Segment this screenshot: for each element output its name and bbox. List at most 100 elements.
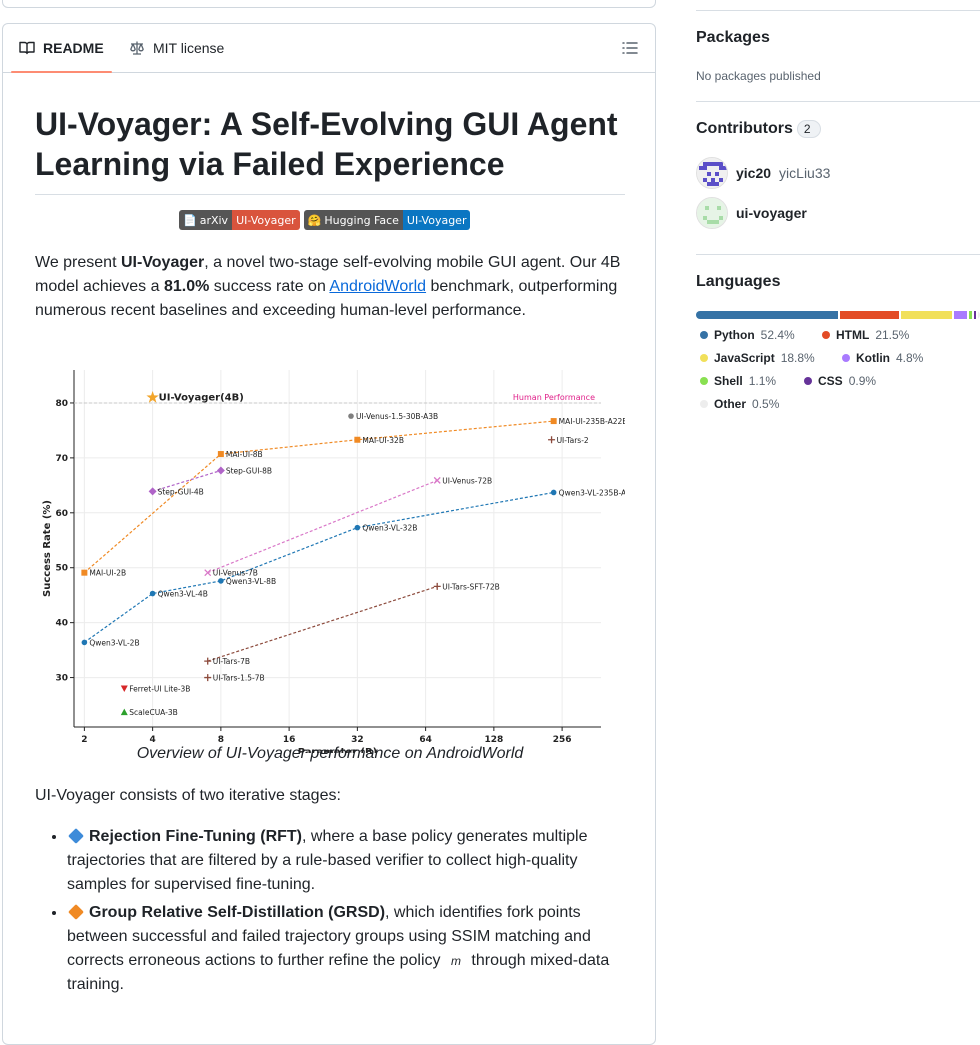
data-point bbox=[146, 390, 159, 403]
data-label: MAI-UI-235B-A22B bbox=[559, 417, 625, 426]
data-label: UI-Tars-1.5-7B bbox=[213, 674, 265, 683]
y-tick-label: 50 bbox=[55, 564, 68, 574]
languages-heading: Languages bbox=[696, 273, 781, 290]
performance-chart: 2 4 8 16 32 64 128 256 30 40 50 60 70 80 Parameter (B)… bbox=[42, 370, 625, 753]
language-name: CSS bbox=[818, 374, 843, 388]
y-axis-label: Success Rate (%) bbox=[42, 500, 53, 597]
data-point bbox=[149, 590, 156, 597]
language-shell[interactable]: Shell 1.1% bbox=[700, 374, 776, 388]
shell-dot bbox=[700, 377, 708, 385]
data-point bbox=[433, 582, 441, 590]
language-html[interactable]: HTML 21.5% bbox=[822, 328, 909, 342]
x-tick-label: 8 bbox=[218, 735, 224, 745]
arxiv-badge[interactable]: 📄 arXiv UI-Voyager bbox=[179, 210, 300, 230]
readme-title: UI-Voyager: A Self-Evolving GUI Agent Le… bbox=[35, 104, 625, 195]
data-label: UI-Venus-72B bbox=[442, 476, 492, 485]
x-tick-label: 128 bbox=[484, 735, 503, 745]
readme-tabbar: README MIT license bbox=[3, 24, 655, 73]
orange-diamond-icon bbox=[68, 904, 84, 920]
list-item: Rejection Fine-Tuning (RFT), where a bas… bbox=[67, 825, 627, 897]
data-label: Qwen3-VL-8B bbox=[226, 577, 276, 586]
y-tick-label: 30 bbox=[55, 674, 68, 684]
language-bar-segment bbox=[840, 311, 899, 319]
data-label: Qwen3-VL-32B bbox=[362, 524, 417, 533]
x-tick-label: 64 bbox=[419, 735, 432, 745]
androidworld-link[interactable]: AndroidWorld bbox=[329, 278, 427, 295]
hugging-face-badge[interactable]: 🤗 Hugging Face UI-Voyager bbox=[303, 210, 471, 230]
divider bbox=[696, 101, 980, 102]
language-name: Shell bbox=[714, 374, 743, 388]
language-kotlin[interactable]: Kotlin 4.8% bbox=[842, 351, 923, 365]
data-point bbox=[204, 657, 212, 665]
packages-heading[interactable]: Packages bbox=[696, 29, 770, 46]
language-bar-segment bbox=[696, 311, 839, 319]
x-tick-label: 16 bbox=[283, 735, 296, 745]
language-pct: 52.4% bbox=[760, 328, 795, 342]
data-point bbox=[218, 578, 224, 584]
human-performance-label: Human Performance bbox=[513, 393, 595, 402]
language-pct: 4.8% bbox=[896, 351, 924, 365]
tab-readme-label: README bbox=[43, 40, 104, 56]
data-point bbox=[217, 451, 224, 458]
contributors-title: Contributors bbox=[696, 120, 793, 137]
data-label: Ferret-UI Lite-3B bbox=[129, 685, 190, 694]
language-pct: 1.1% bbox=[748, 374, 777, 388]
data-point bbox=[550, 418, 557, 425]
other-dot bbox=[700, 400, 708, 408]
data-label: Step-GUI-8B bbox=[226, 467, 272, 476]
data-point bbox=[120, 708, 128, 716]
tab-readme[interactable]: README bbox=[11, 24, 112, 73]
policy-math-symbol: m bbox=[450, 954, 461, 968]
chart-caption: Overview of UI-Voyager performance on An… bbox=[136, 745, 524, 762]
outline-list-icon[interactable] bbox=[621, 39, 639, 57]
data-label: MAI-UI-32B bbox=[362, 436, 404, 445]
language-name: Kotlin bbox=[856, 351, 890, 365]
data-point bbox=[120, 685, 128, 693]
contributors-count: 2 bbox=[796, 120, 821, 138]
hugging-face-badge-left-text: Hugging Face bbox=[324, 213, 399, 227]
language-css[interactable]: CSS 0.9% bbox=[804, 374, 876, 388]
x-tick-label: 32 bbox=[351, 735, 364, 745]
x-axis-label: Parameter (B) bbox=[298, 747, 377, 753]
series-line bbox=[207, 585, 438, 662]
data-label: Qwen3-VL-2B bbox=[89, 638, 139, 647]
x-tick-label: 2 bbox=[81, 735, 87, 745]
contributor-yic20[interactable]: yic20 yicLiu33 bbox=[696, 157, 830, 189]
data-label: UI-Tars-SFT-72B bbox=[442, 582, 500, 591]
series-line bbox=[83, 420, 554, 574]
data-label: Qwen3-VL-4B bbox=[158, 590, 208, 599]
data-point bbox=[550, 489, 557, 496]
stages-intro: UI-Voyager consists of two iterative sta… bbox=[35, 787, 341, 804]
stage-2-text-end: through mixed-data training. bbox=[67, 952, 610, 993]
arxiv-badge-left: 📄 arXiv bbox=[179, 210, 233, 230]
series-line bbox=[207, 479, 438, 574]
data-point bbox=[148, 487, 157, 496]
data-point bbox=[204, 569, 212, 577]
data-point bbox=[354, 436, 361, 443]
intro-bold-rate: 81.0% bbox=[163, 278, 210, 295]
data-point bbox=[433, 476, 441, 484]
tab-license[interactable]: MIT license bbox=[129, 24, 224, 72]
data-label: MAI-UI-2B bbox=[89, 569, 126, 578]
avatar bbox=[696, 197, 728, 229]
data-label: UI-Venus-1.5-30B-A3B bbox=[356, 412, 438, 421]
divider bbox=[696, 10, 980, 11]
language-python[interactable]: Python 52.4% bbox=[700, 328, 795, 342]
data-label: ScaleCUA-3B bbox=[129, 708, 178, 717]
divider bbox=[696, 254, 980, 255]
language-bar-segment bbox=[978, 311, 980, 319]
language-bar-segment bbox=[968, 311, 972, 319]
language-bar-segment bbox=[953, 311, 967, 319]
contributors-heading[interactable]: Contributors 2 bbox=[696, 120, 821, 138]
kotlin-dot bbox=[842, 354, 850, 362]
language-name: Python bbox=[714, 328, 755, 342]
intro-text-4: benchmark, outperforming numerous recent… bbox=[35, 278, 618, 319]
contributor-ui-voyager[interactable]: ui-voyager bbox=[696, 197, 807, 229]
y-tick-label: 60 bbox=[55, 509, 68, 519]
data-point bbox=[216, 466, 225, 475]
book-icon bbox=[19, 41, 35, 55]
language-pct: 21.5% bbox=[875, 328, 910, 342]
data-point bbox=[81, 639, 88, 646]
series-line bbox=[152, 469, 222, 492]
language-javascript[interactable]: JavaScript 18.8% bbox=[700, 351, 815, 365]
